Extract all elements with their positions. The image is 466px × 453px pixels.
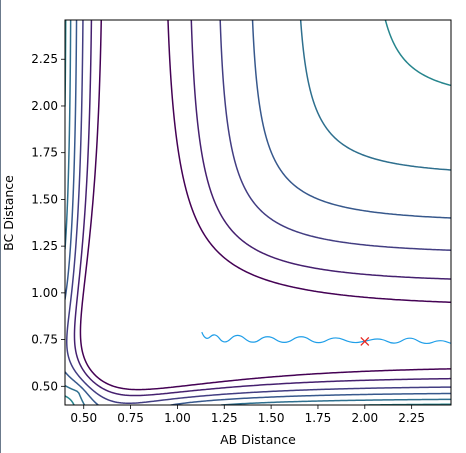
contour-level-5 — [65, 20, 451, 405]
end-point-marker — [360, 336, 370, 346]
x-tick-label: 0.75 — [117, 411, 144, 425]
y-tick-label: 2.00 — [31, 99, 58, 113]
x-axis-ticks: 0.50 0.75 1.00 1.25 1.50 1.75 2.00 2.25 — [70, 405, 425, 425]
contour-lines — [65, 20, 451, 405]
y-tick-label: 1.50 — [31, 192, 58, 206]
plot-frame — [64, 19, 452, 406]
x-tick-label: 2.00 — [351, 411, 378, 425]
y-tick-label: 1.00 — [31, 286, 58, 300]
y-axis-label: BC Distance — [1, 175, 16, 251]
contour-level-1 — [79, 20, 451, 391]
contour-level-2 — [73, 20, 451, 397]
x-tick-label: 1.75 — [305, 411, 332, 425]
trajectory-layer — [201, 331, 451, 346]
y-tick-label: 1.75 — [31, 146, 58, 160]
x-axis-label: AB Distance — [220, 432, 296, 447]
window-edge — [0, 0, 1, 453]
contour-level-6 — [65, 20, 451, 405]
contour-level-3 — [66, 20, 451, 404]
y-tick-label: 0.75 — [31, 333, 58, 347]
y-axis-ticks: 0.50 0.75 1.00 1.25 1.50 1.75 2.00 2.25 — [31, 52, 65, 393]
y-tick-label: 2.25 — [31, 52, 58, 66]
contour-level-4 — [65, 20, 451, 405]
end-point-marker-stroke-b — [360, 336, 370, 346]
x-tick-label: 2.25 — [398, 411, 425, 425]
y-tick-label: 0.50 — [31, 379, 58, 393]
x-tick-label: 1.00 — [164, 411, 191, 425]
x-tick-label: 1.25 — [211, 411, 238, 425]
trajectory-line — [201, 331, 451, 345]
x-tick-label: 0.50 — [70, 411, 97, 425]
x-tick-label: 1.50 — [258, 411, 285, 425]
y-tick-label: 1.25 — [31, 239, 58, 253]
